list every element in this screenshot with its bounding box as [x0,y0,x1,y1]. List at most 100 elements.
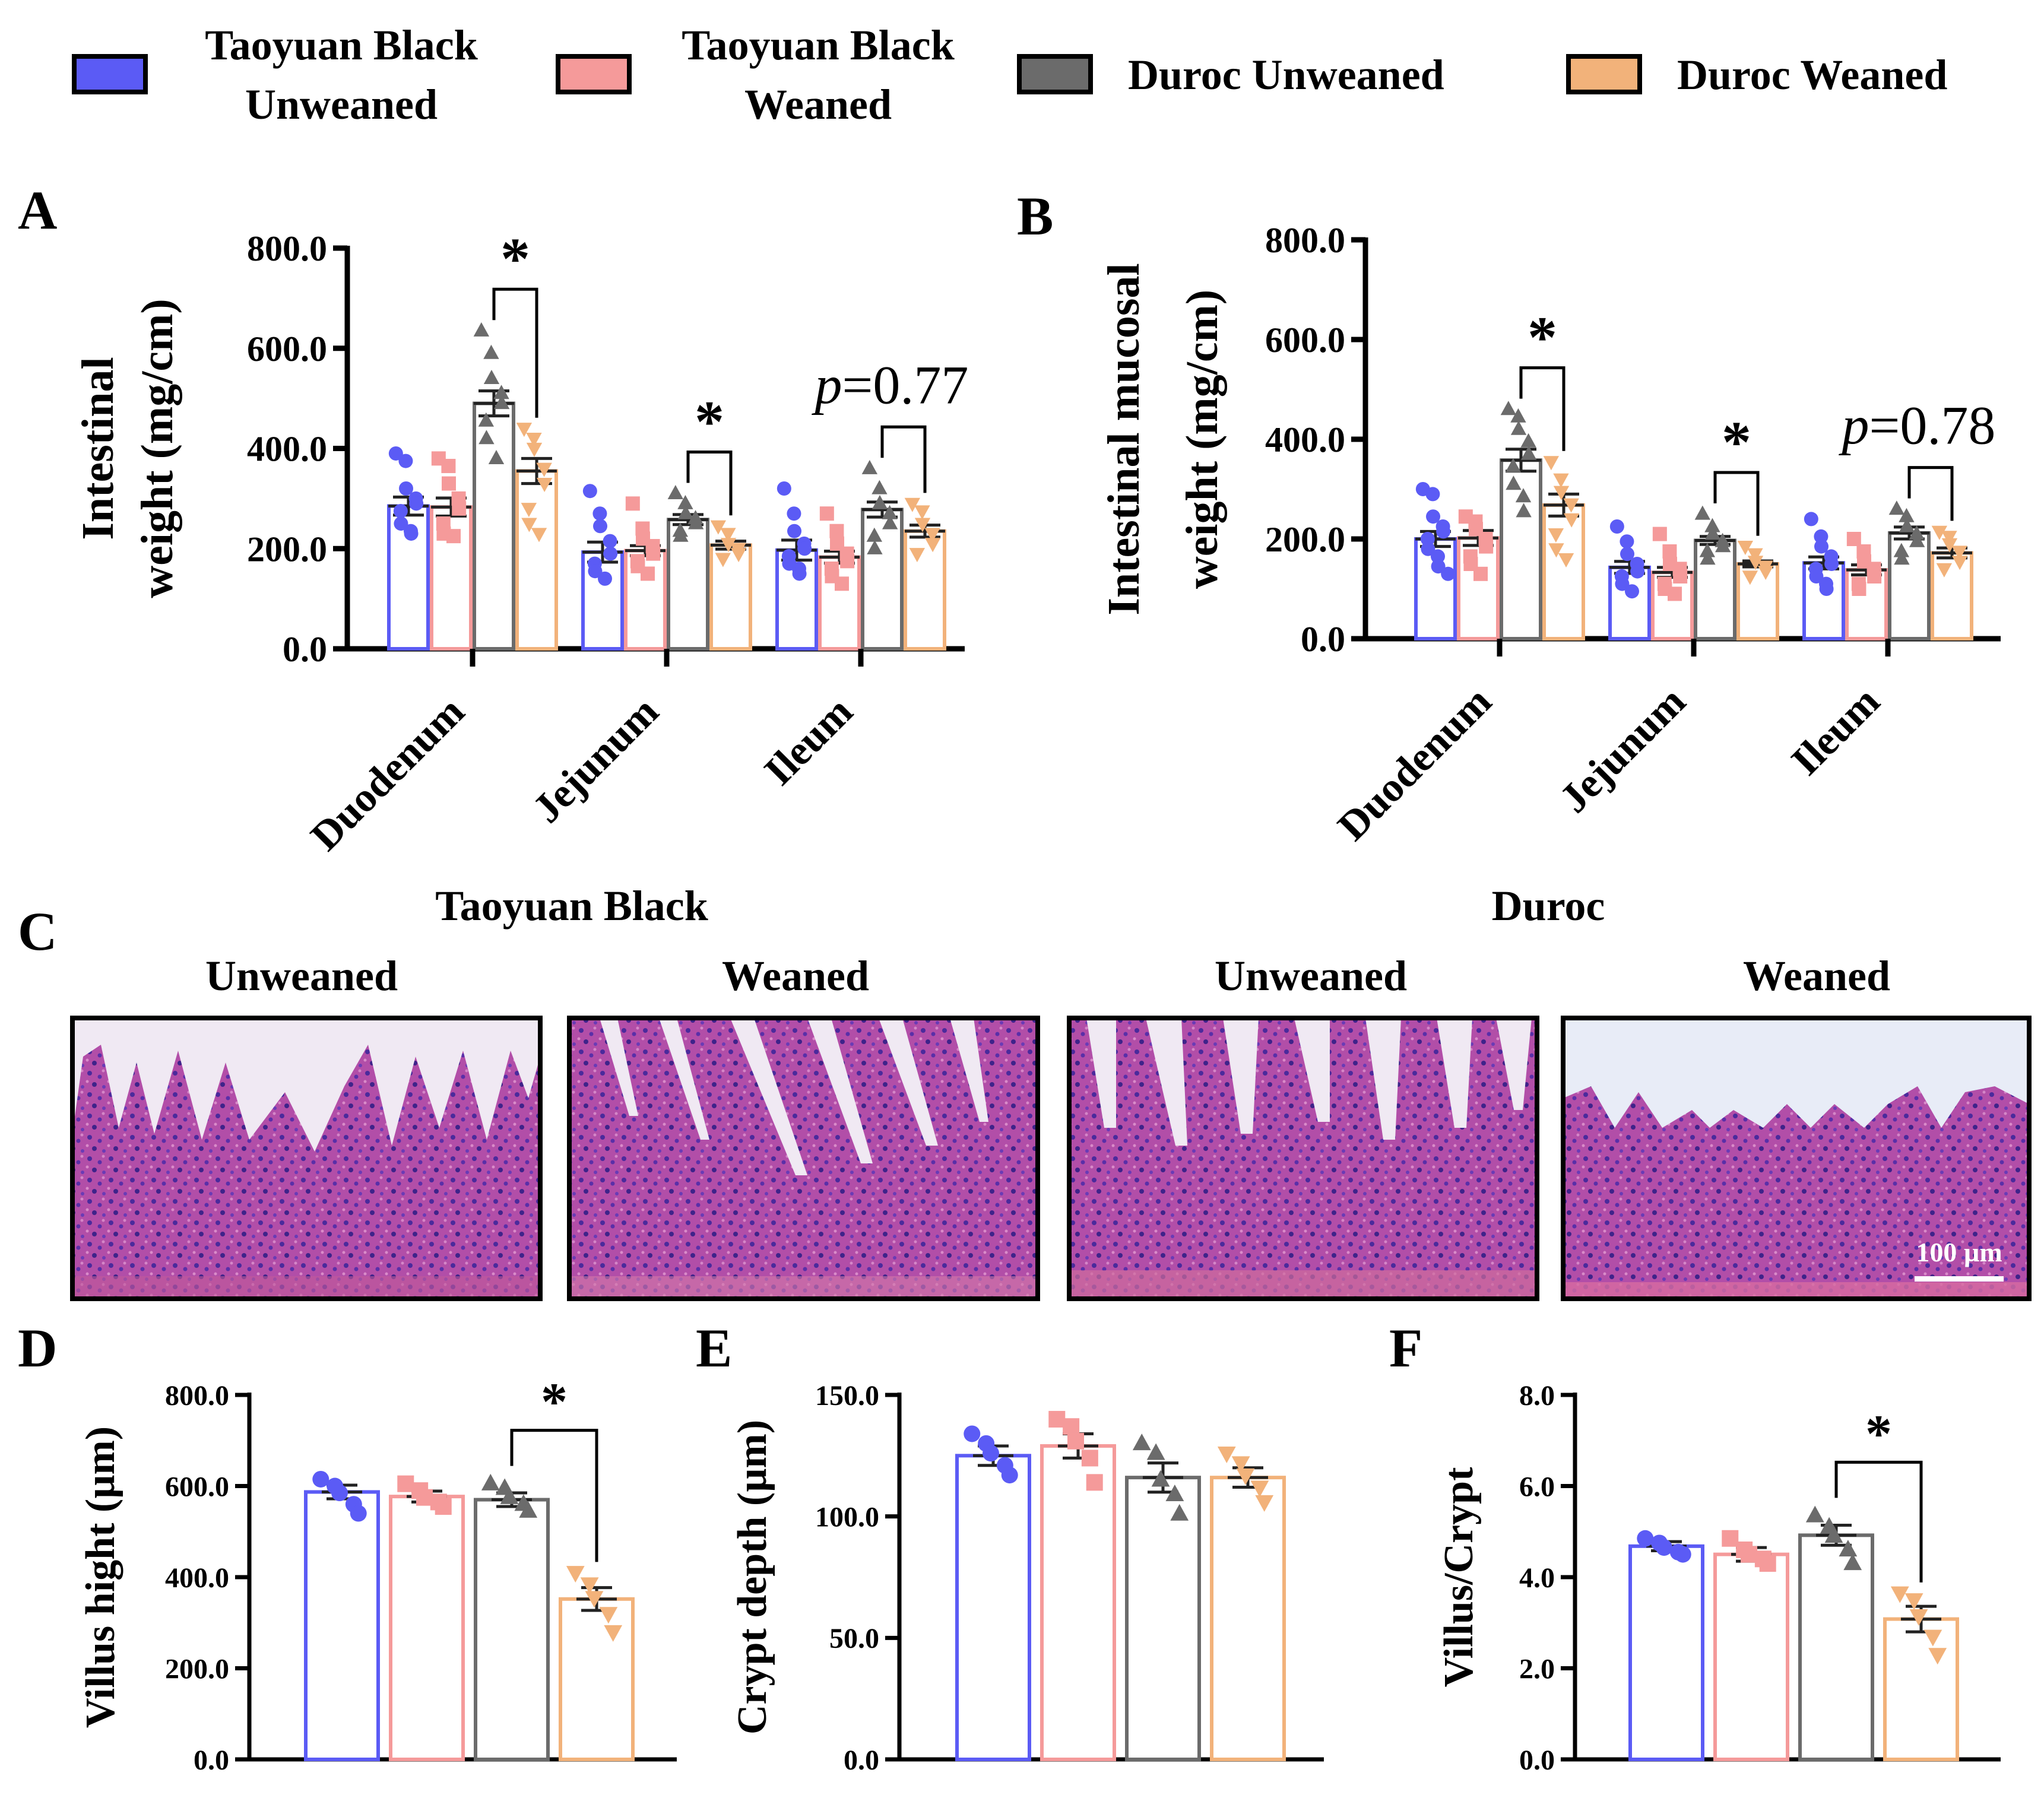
chart-panel-b: 0.0 200.0 400.0 600.0 800.0 Intestinal mucosa… [1099,221,2001,849]
data-point [536,477,553,492]
data-point [1824,1526,1843,1543]
condition-label-2: Weaned [722,952,869,1000]
data-point [872,494,888,509]
data-point [1473,566,1488,581]
data-point [861,459,878,474]
data-point [1704,525,1721,540]
data-point [483,344,499,359]
legend-label-2-line-1: Taoyuan Black [682,21,955,69]
legend-label-1-line-1: Taoyuan Black [205,21,478,69]
legend-label-4: Duroc Weaned [1677,51,1947,99]
data-point [829,524,844,538]
y-tick-label: 6.0 [1519,1471,1555,1502]
data-point [667,485,684,500]
data-point [394,516,408,531]
data-point [1951,546,1967,560]
y-tick-label: 200.0 [247,529,327,569]
data-point [1715,538,1731,553]
data-point [872,480,888,494]
bar [1040,1444,1116,1761]
data-point [526,442,543,457]
data-point [1662,544,1677,559]
y-tick-label: 600.0 [1265,321,1345,360]
data-point [1936,563,1953,578]
data-point [787,506,801,521]
data-point [720,528,736,543]
data-point [393,503,408,518]
y-tick-label: 50.0 [829,1623,879,1654]
data-point [1704,518,1720,532]
bar [304,1490,380,1762]
data-point [473,322,490,337]
legend-swatch-2 [556,54,632,94]
bar [1542,503,1585,640]
data-point [1067,1432,1084,1450]
data-point [580,1577,599,1594]
data-point [1694,505,1711,520]
panel-letter-c: C [18,901,57,962]
p-value-italic: p [1839,395,1869,456]
data-point [840,554,855,569]
data-point [1620,547,1634,562]
data-point [1700,550,1716,565]
significance-bracket [1713,471,1760,536]
data-point [519,1501,538,1518]
data-point [1894,550,1910,565]
data-point [1558,553,1574,567]
data-point [715,553,731,567]
histology-image-3 [1069,1018,1537,1299]
bar [709,543,752,651]
data-point [1890,1586,1909,1603]
chart-panel-e: 0.0 50.0 100.0 150.0 Crypt depth (µm) [730,1380,1324,1776]
panel-letter-f: F [1389,1318,1422,1378]
data-point [582,484,597,499]
data-point [730,548,747,563]
data-point [521,503,537,518]
data-point [521,518,537,532]
bar [1210,1476,1286,1761]
bar [955,1454,1031,1761]
data-point [1231,1456,1250,1473]
data-point [500,1487,519,1504]
y-tick-label: 100.0 [815,1501,879,1533]
data-point [720,538,737,553]
data-point [1899,518,1915,532]
data-point [1563,498,1579,513]
data-point [1479,539,1494,554]
bar [389,1495,465,1762]
y-tick-label: 400.0 [247,430,327,469]
data-point [882,515,898,529]
data-point [1431,559,1446,574]
significance-bracket [1834,1460,1923,1582]
data-point [1001,1467,1018,1484]
y-axis-label: Crypt depth (µm) [730,1420,775,1734]
p-value-italic: p [812,354,842,415]
data-point [1425,487,1440,502]
y-tick-label: 800.0 [1265,221,1345,260]
y-tick-label: 8.0 [1519,1380,1555,1412]
data-point [566,1566,585,1583]
p-value-rest: =0.78 [1869,395,1996,456]
data-point [488,449,505,464]
data-point [646,546,661,561]
data-point [914,518,931,532]
data-point [1146,1443,1165,1460]
data-point [1505,458,1522,472]
data-point [924,528,940,543]
significance-bracket [1907,466,1954,521]
y-tick-label: 600.0 [247,329,327,369]
data-point [1255,1495,1274,1512]
data-point [1757,566,1774,580]
significance-star: * [1722,409,1751,475]
y-tick-label: 0.0 [1519,1745,1555,1776]
data-point [409,496,424,511]
data-point [1656,1539,1672,1556]
data-point [866,527,883,542]
data-point [1824,557,1839,571]
data-point [673,527,689,542]
bar [1500,458,1542,641]
data-point [1520,445,1537,460]
data-point [1615,576,1630,591]
data-point [1941,538,1958,553]
condition-label-4: Weaned [1743,952,1890,1000]
